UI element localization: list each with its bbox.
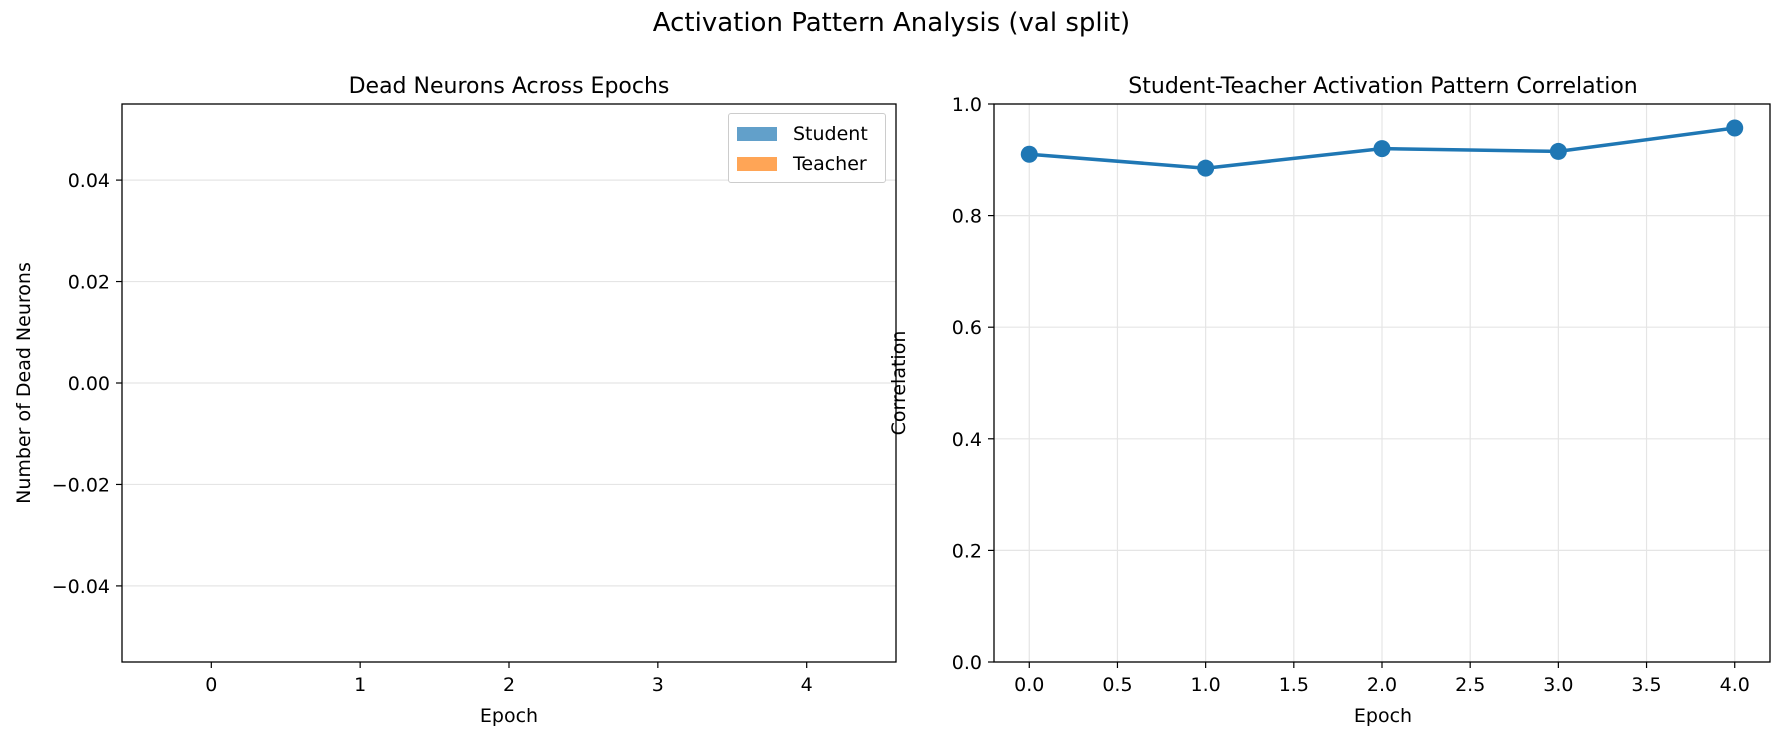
right-grid — [994, 103, 1770, 663]
left-x-ticks: 0 1 2 3 4 — [205, 662, 813, 696]
correlation-point — [1549, 142, 1567, 160]
right-x-axis-label: Epoch — [1354, 705, 1412, 727]
left-x-tick-label: 0 — [205, 674, 217, 696]
right-x-tick-label: 3.5 — [1631, 674, 1661, 696]
right-x-tick-label: 0.5 — [1102, 674, 1132, 696]
right-x-tick-label: 2.5 — [1455, 674, 1485, 696]
legend-label-student: Student — [793, 123, 868, 145]
legend-swatch-student — [737, 127, 777, 141]
right-y-tick-label: 0.6 — [952, 317, 982, 339]
left-x-tick-label: 4 — [801, 674, 813, 696]
right-x-tick-label: 1.5 — [1279, 674, 1309, 696]
left-x-tick-label: 3 — [652, 674, 664, 696]
right-y-tick-label: 1.0 — [952, 94, 982, 116]
legend-label-teacher: Teacher — [793, 153, 867, 175]
correlation-point — [1726, 119, 1744, 137]
left-x-axis-label: Epoch — [480, 705, 538, 727]
left-x-tick-label: 1 — [354, 674, 366, 696]
left-chart-title: Dead Neurons Across Epochs — [349, 74, 670, 99]
correlation-chart: Student-Teacher Activation Pattern Corre… — [888, 74, 1771, 727]
right-x-tick-label: 2.0 — [1367, 674, 1397, 696]
left-y-tick-label: 0.04 — [68, 170, 110, 192]
right-x-tick-label: 1.0 — [1191, 674, 1221, 696]
left-y-tick-label: −0.04 — [52, 576, 110, 598]
correlation-point — [1197, 159, 1215, 177]
right-y-tick-label: 0.4 — [952, 429, 982, 451]
right-chart-title: Student-Teacher Activation Pattern Corre… — [1128, 74, 1637, 99]
right-y-ticks: 0.0 0.2 0.4 0.6 0.8 1.0 — [952, 94, 994, 674]
correlation-series — [1020, 119, 1744, 177]
right-x-tick-label: 3.0 — [1543, 674, 1573, 696]
left-y-axis-label: Number of Dead Neurons — [13, 262, 35, 504]
legend-item-student: Student — [737, 122, 868, 146]
left-y-tick-label: 0.00 — [68, 373, 110, 395]
left-x-tick-label: 2 — [503, 674, 515, 696]
figure-title: Activation Pattern Analysis (val split) — [652, 8, 1131, 38]
left-grid — [122, 179, 896, 587]
left-legend: Student Teacher — [728, 113, 886, 183]
right-y-axis-label: Correlation — [888, 331, 910, 436]
correlation-point — [1373, 140, 1391, 158]
right-x-tick-label: 0.0 — [1014, 674, 1044, 696]
correlation-point — [1020, 145, 1038, 163]
left-y-tick-label: 0.02 — [68, 272, 110, 294]
left-y-tick-label: −0.02 — [52, 474, 110, 496]
right-y-tick-label: 0.2 — [952, 540, 982, 562]
right-y-tick-label: 0.8 — [952, 206, 982, 228]
legend-swatch-teacher — [737, 157, 777, 171]
right-x-tick-label: 4.0 — [1720, 674, 1750, 696]
left-y-ticks: 0.04 0.02 0.00 −0.02 −0.04 — [52, 170, 122, 598]
legend-item-teacher: Teacher — [737, 152, 867, 176]
right-y-tick-label: 0.0 — [952, 652, 982, 674]
right-x-ticks: 0.0 0.5 1.0 1.5 2.0 2.5 3.0 3.5 4.0 — [1014, 662, 1750, 696]
